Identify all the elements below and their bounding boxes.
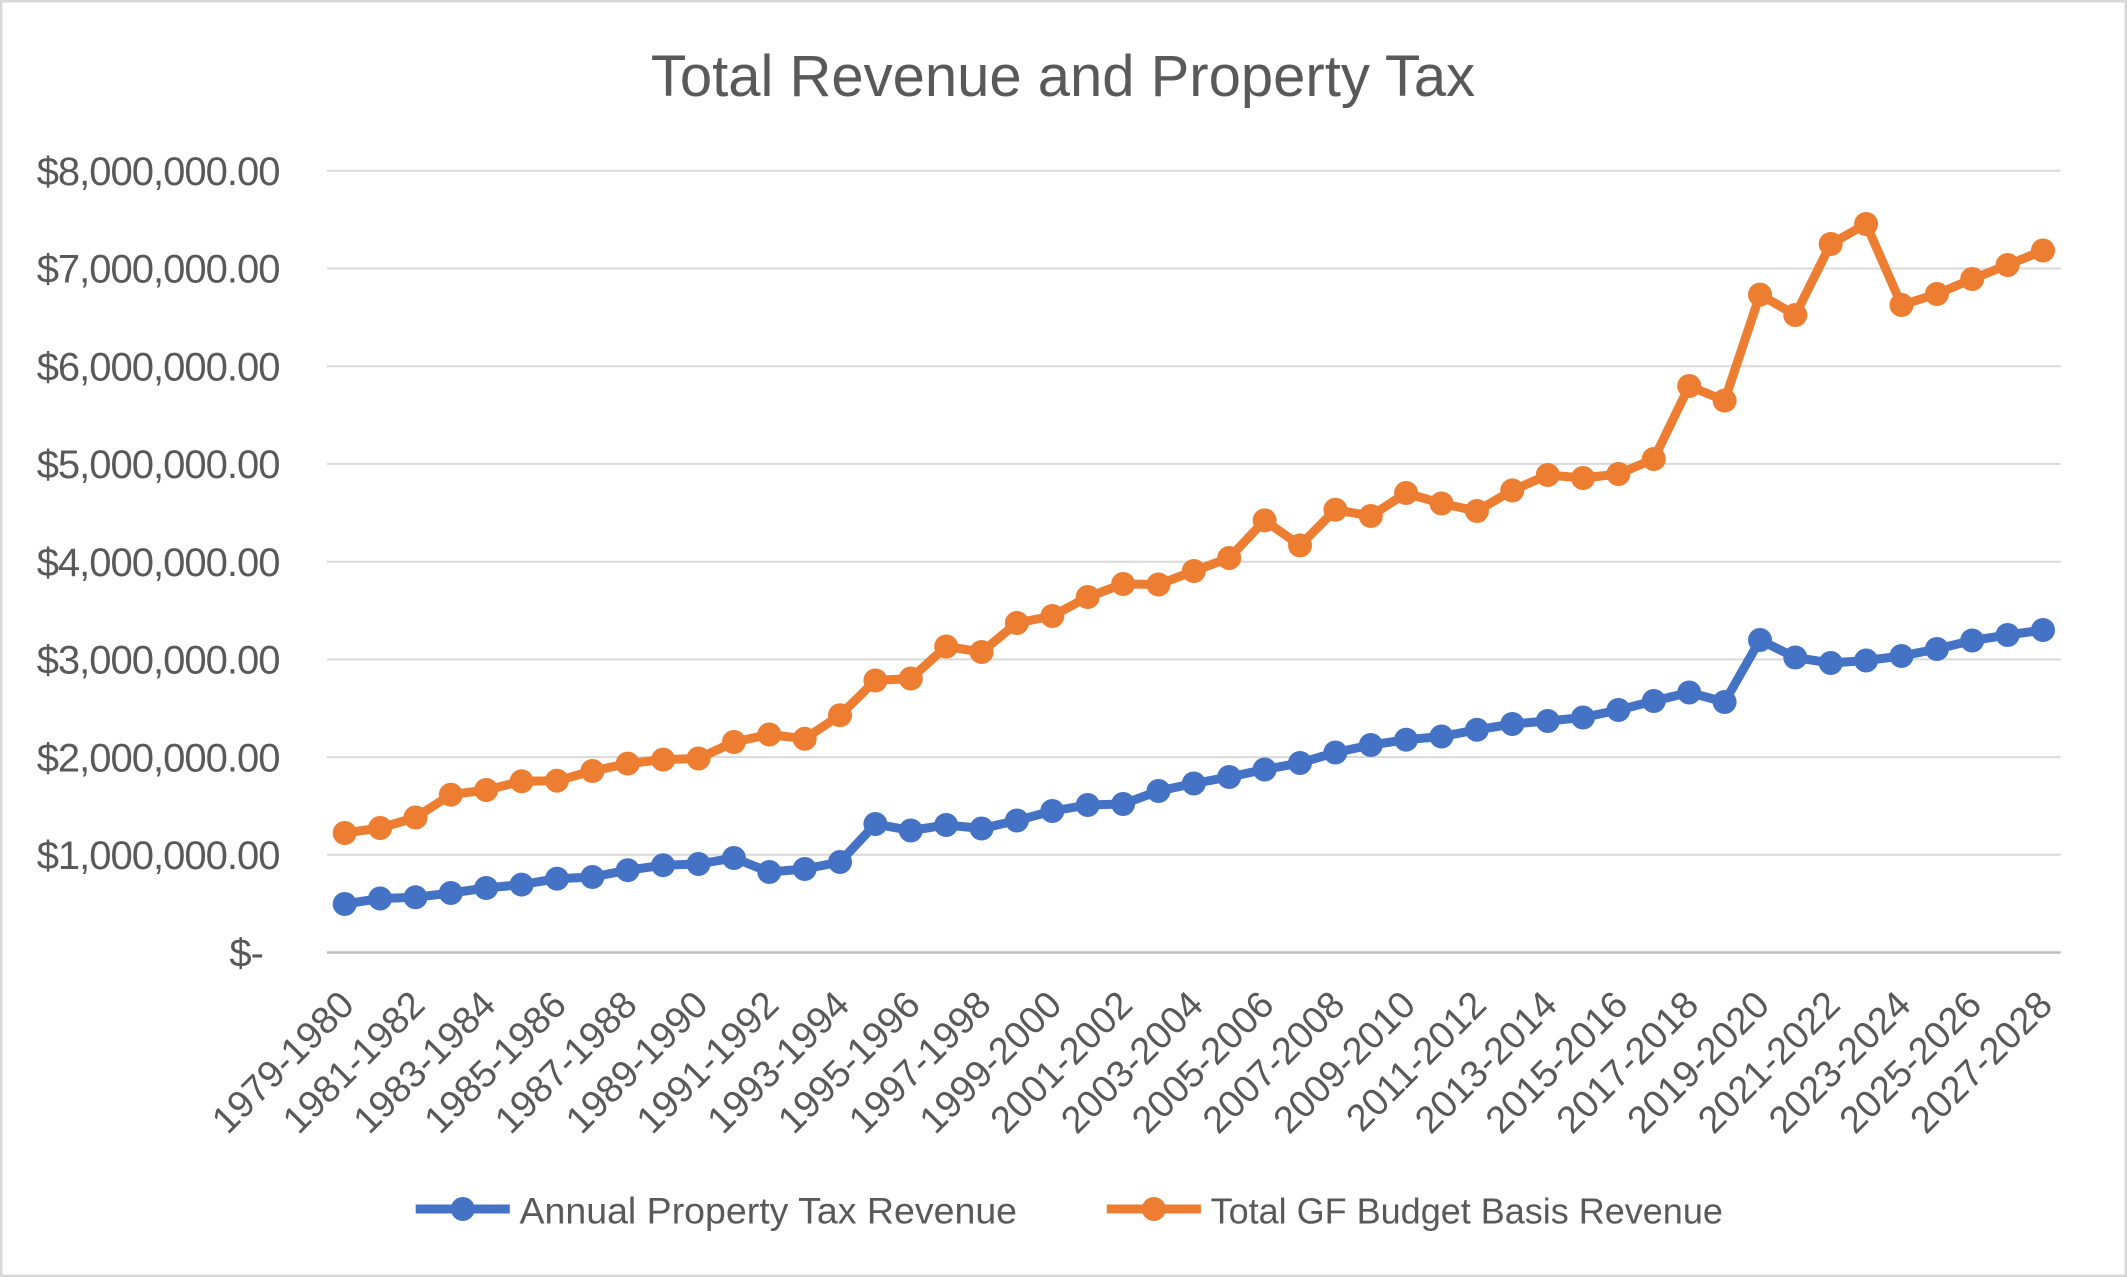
svg-text:$7,000,000.00: $7,000,000.00 [37,248,280,292]
svg-text:$-: $- [229,932,263,976]
svg-text:$4,000,000.00: $4,000,000.00 [37,541,280,585]
svg-text:$3,000,000.00: $3,000,000.00 [37,639,280,683]
svg-text:Annual Property Tax Revenue: Annual Property Tax Revenue [520,1190,1018,1232]
svg-text:$1,000,000.00: $1,000,000.00 [37,834,280,878]
svg-text:$6,000,000.00: $6,000,000.00 [37,345,280,389]
svg-text:Total Revenue and Property Tax: Total Revenue and Property Tax [651,44,1475,109]
svg-text:$2,000,000.00: $2,000,000.00 [37,736,280,780]
svg-text:Total GF Budget Basis Revenue: Total GF Budget Basis Revenue [1211,1191,1723,1232]
svg-text:$5,000,000.00: $5,000,000.00 [37,443,280,487]
svg-text:$8,000,000.00: $8,000,000.00 [37,150,280,194]
